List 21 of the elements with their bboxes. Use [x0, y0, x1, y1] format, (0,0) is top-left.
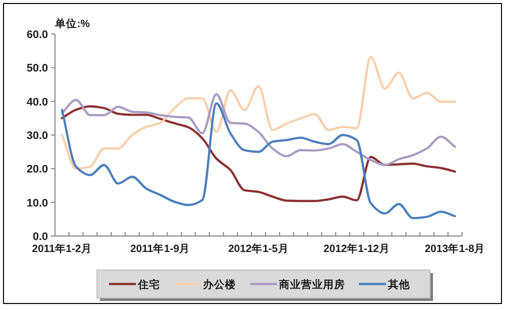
legend-label: 其他: [387, 278, 411, 291]
y-tick-label: 40.0: [26, 96, 48, 108]
y-tick-label: 30.0: [26, 130, 48, 142]
line-series: [60, 102, 456, 220]
x-tick-label: 2013年1-8月: [424, 242, 486, 255]
y-tick-label: 0.0: [32, 231, 48, 243]
y-axis-title: 单位:%: [54, 17, 90, 30]
x-tick-label: 2011年1-2月: [32, 242, 92, 255]
legend-label: 办公楼: [202, 278, 237, 291]
line-series: [60, 105, 456, 202]
y-tick-label: 50.0: [26, 62, 48, 75]
legend-label: 商业营业用房: [278, 278, 345, 291]
line-series: [60, 93, 456, 166]
x-tick-label: 2012年1-12月: [324, 242, 390, 255]
y-tick-label: 60.0: [26, 29, 48, 41]
y-tick-label: 10.0: [26, 197, 48, 210]
line-series: [60, 56, 456, 170]
x-tick-label: 2012年1-5月: [228, 242, 289, 255]
y-tick-label: 20.0: [26, 164, 48, 176]
x-tick-label: 2011年1-9月: [130, 242, 190, 255]
legend-label: 住宅: [137, 278, 160, 291]
